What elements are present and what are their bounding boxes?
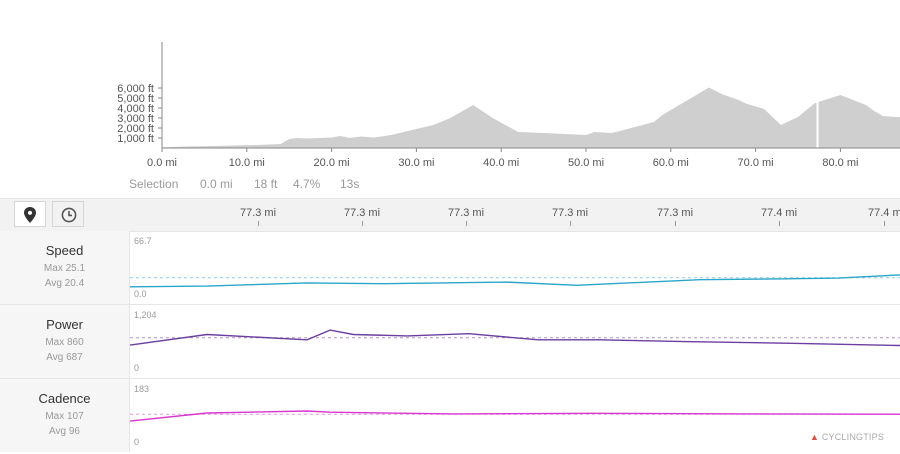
metric-label-speed: Speed Max 25.1 Avg 20.4 [0,231,130,304]
x-tick-label: 40.0 mi [483,157,519,169]
timeline-tick-mark [884,221,885,226]
time-view-button[interactable] [52,201,84,227]
y-tick-label: 3,000 ft [117,113,154,125]
cadence-chart[interactable]: 183 0 [130,379,900,452]
y-tick-label: 5,000 ft [117,93,154,105]
metric-label-power: Power Max 860 Avg 687 [0,305,130,378]
brand-watermark: ▲ CYCLINGTIPS [810,432,884,442]
map-pin-icon [24,207,36,223]
timeline-tick-mark [570,221,571,226]
axis-max-label: 66.7 [134,236,152,246]
speed-line [130,274,900,288]
metric-max: Max 860 [45,337,84,348]
timeline-tick-label: 77.4 mi [760,207,798,219]
metric-row-power: Power Max 860 Avg 687 1,204 0 [0,305,900,379]
mountain-logo-icon: ▲ [810,432,820,442]
metric-row-speed: Speed Max 25.1 Avg 20.4 66.7 0.0 [0,231,900,305]
axis-min-label: 0 [134,363,140,373]
stream-toolbar: 77.3 mi 77.3 mi 77.3 mi 77.3 mi 77.3 mi 77.4 … [0,198,900,232]
x-tick-label: 80.0 mi [822,157,858,169]
timeline-tick-label: 77.3 mi [656,207,694,219]
timeline-tick-label: 77.3 mi [551,207,589,219]
selection-distance: 0.0 mi [200,177,233,191]
timeline-tick-mark [362,221,363,226]
axis-min-label: 0.0 [134,289,147,299]
selection-duration: 13s [340,177,360,191]
timeline-tick-label: 77.4 mi [868,207,900,219]
metric-avg: Avg 96 [49,426,80,437]
y-tick-label: 2,000 ft [117,123,154,135]
metric-name: Power [46,317,83,332]
timeline-tick-mark [779,221,780,226]
metric-avg: Avg 20.4 [44,278,85,289]
timeline-tick-label: 77.3 mi [343,207,381,219]
timeline-tick-label: 77.3 mi [239,207,277,219]
elevation-chart[interactable]: 6,000 ft5,000 ft4,000 ft3,000 ft2,000 ft… [0,0,900,200]
brand-text: CYCLINGTIPS [821,432,885,442]
x-tick-label: 30.0 mi [398,157,434,169]
selection-label: Selection [129,177,179,191]
selection-elevation: 18 ft [254,177,278,191]
x-tick-label: 0.0 mi [147,157,177,169]
metric-series-line [130,274,900,288]
x-tick-label: 70.0 mi [738,157,774,169]
y-tick-label: 4,000 ft [117,103,154,115]
timeline-tick-mark [258,221,259,226]
timeline-tick-mark [466,221,467,226]
x-tick-label: 20.0 mi [314,157,350,169]
axis-max-label: 183 [134,384,150,394]
selection-grade: 4.7% [293,177,321,191]
selection-summary: Selection 0.0 mi 18 ft 4.7% 13s [0,172,900,194]
y-tick-label: 1,000 ft [117,133,154,145]
x-tick-label: 60.0 mi [653,157,689,169]
cadence-line [130,410,900,422]
metric-name: Speed [45,243,84,258]
metric-max: Max 107 [45,411,84,422]
timeline-tick-mark [675,221,676,226]
axis-min-label: 0 [134,437,140,447]
axis-max-label: 1,204 [134,310,157,320]
metric-max: Max 25.1 [43,263,86,274]
x-tick-label: 50.0 mi [568,157,604,169]
map-view-button[interactable] [14,201,46,227]
metric-row-cadence: Cadence Max 107 Avg 96 183 0 [0,379,900,452]
metric-series-line [130,410,900,422]
power-line [130,329,900,347]
power-chart[interactable]: 1,204 0 [130,305,900,378]
metric-series-line [130,329,900,347]
metric-avg: Avg 687 [46,352,83,363]
metric-label-cadence: Cadence Max 107 Avg 96 [0,379,130,452]
metric-name: Cadence [38,391,91,406]
y-tick-label: 6,000 ft [117,83,154,95]
x-tick-label: 10.0 mi [229,157,265,169]
clock-icon [61,207,77,223]
timeline-tick-label: 77.3 mi [447,207,485,219]
speed-chart[interactable]: 66.7 0.0 [130,231,900,304]
elevation-area [162,87,900,148]
